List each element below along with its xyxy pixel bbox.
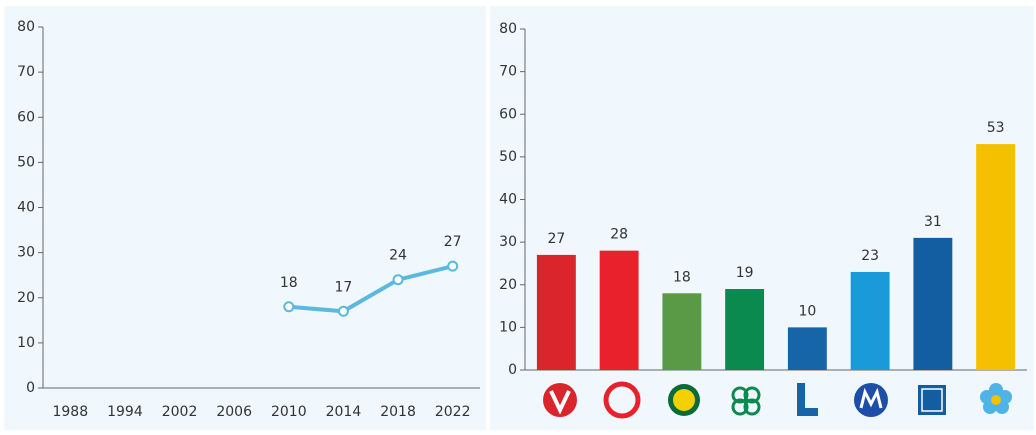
left-panel (4, 6, 486, 430)
x-tick-label: 2014 (326, 404, 362, 420)
y-tick-label: 30 (17, 245, 35, 261)
bar (599, 250, 639, 370)
value-label: 28 (610, 227, 628, 243)
logo-l (797, 383, 818, 416)
y-tick-label: 40 (17, 200, 35, 216)
bar (725, 289, 765, 370)
value-label: 18 (280, 275, 298, 291)
value-label: 27 (547, 231, 565, 247)
y-tick-label: 60 (17, 109, 35, 125)
x-tick-label: 2006 (216, 404, 252, 420)
logo-m-mark (859, 387, 883, 409)
value-label: 24 (389, 248, 407, 264)
y-tick-label: 10 (17, 335, 35, 351)
line (288, 264, 454, 314)
y-tick-label: 60 (499, 106, 517, 122)
y-tick-label: 40 (499, 192, 517, 208)
value-label: 18 (673, 269, 691, 285)
y-tick-label: 50 (17, 154, 35, 170)
bar (913, 237, 953, 370)
logo-v-mark (549, 390, 571, 415)
y-tick-label: 20 (17, 290, 35, 306)
bar (787, 327, 827, 370)
value-label: 17 (335, 279, 353, 295)
value-label: 10 (798, 303, 816, 319)
y-tick-label: 80 (17, 19, 35, 35)
point (283, 301, 295, 313)
y-tick-label: 0 (508, 362, 517, 378)
x-tick-label: 1994 (107, 404, 143, 420)
y-tick-label: 20 (499, 277, 517, 293)
logo-mp-inner (673, 389, 695, 411)
x-tick-label: 2010 (271, 404, 307, 420)
y-tick-label: 10 (499, 319, 517, 335)
y-tick-label: 50 (499, 149, 517, 165)
y-tick-label: 70 (499, 64, 517, 80)
x-tick-label: 2018 (380, 404, 416, 420)
bar (850, 271, 890, 370)
bar (976, 144, 1016, 370)
x-tick-label: 2022 (435, 404, 471, 420)
party-logos (543, 381, 1012, 419)
value-label: 23 (861, 248, 879, 264)
logo-sd (980, 383, 1012, 414)
logo-m (854, 383, 888, 417)
y-tick-label: 80 (499, 21, 517, 37)
x-tick-label: 2002 (162, 404, 198, 420)
bar (536, 254, 576, 370)
value-label: 19 (736, 265, 754, 281)
x-tick-label: 1988 (52, 404, 88, 420)
y-tick-label: 30 (499, 234, 517, 250)
value-label: 53 (987, 120, 1005, 136)
point (392, 274, 404, 286)
y-tick-label: 70 (17, 64, 35, 80)
bar (662, 293, 702, 370)
logo-kd-frame (921, 388, 943, 412)
y-tick-label: 0 (26, 380, 35, 396)
logo-c (731, 386, 761, 416)
value-label: 31 (924, 214, 942, 230)
logo-s (603, 381, 641, 419)
value-label: 27 (444, 234, 462, 250)
point (447, 260, 459, 272)
point (337, 305, 349, 317)
